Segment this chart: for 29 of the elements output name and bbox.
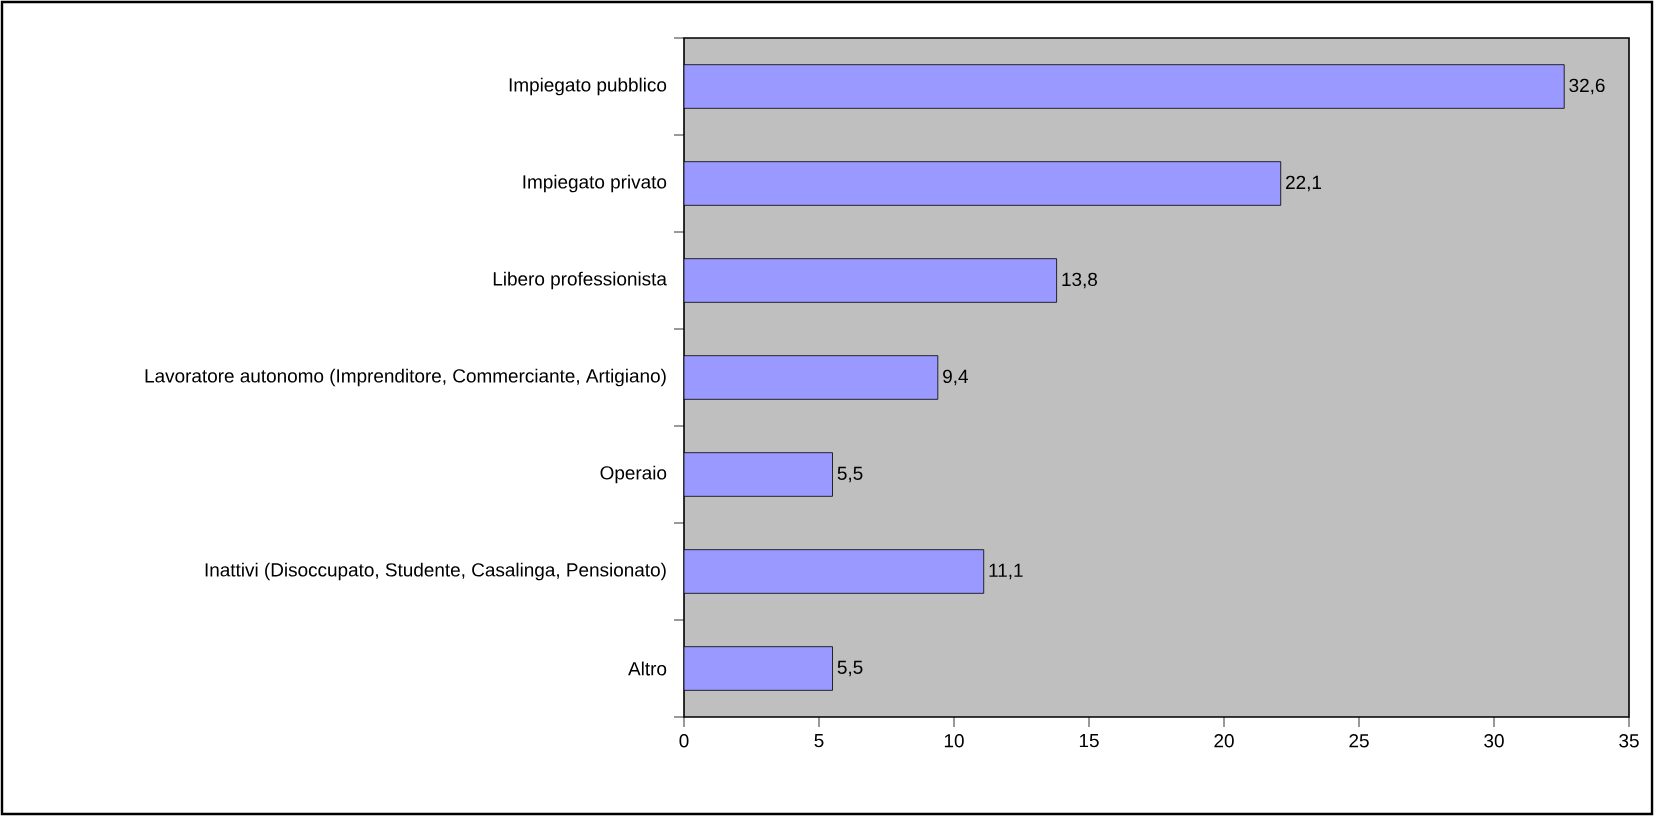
x-tick-label: 20	[1214, 734, 1234, 748]
x-tick-label: 35	[1619, 734, 1639, 748]
x-tick-label: 30	[1484, 734, 1504, 748]
y-tick-label: Lavoratore autonomo (Imprenditore, Commerciante, Artigiano)	[145, 368, 666, 387]
data-label: 5,5	[837, 466, 863, 483]
y-tick-label: Operaio	[600, 465, 667, 484]
y-tick-label: Altro	[628, 661, 667, 676]
y-tick-label: Inattivi (Disoccupato, Studente, Casalinga, Pensionato)	[205, 562, 666, 581]
data-label: 32,6	[1569, 78, 1605, 95]
bar	[684, 161, 1282, 206]
y-tick-label: Libero professionista	[493, 271, 667, 290]
bar	[684, 549, 985, 594]
x-tick-label: 0	[679, 734, 689, 748]
y-tick-label: Impiegato pubblico	[509, 77, 667, 96]
x-tick-label: 10	[944, 734, 964, 748]
data-label: 22,1	[1286, 175, 1322, 192]
x-tick-label: 5	[814, 734, 824, 748]
y-tick-label: Impiegato privato	[523, 174, 667, 193]
x-tick-label: 15	[1079, 734, 1099, 748]
data-label: 11,1	[989, 563, 1023, 580]
data-label: 9,4	[943, 369, 968, 386]
bar	[684, 646, 833, 691]
x-tick-label: 25	[1349, 734, 1369, 748]
bar	[684, 355, 939, 400]
bar	[684, 452, 833, 497]
bar	[684, 64, 1565, 109]
data-label: 13,8	[1062, 272, 1098, 289]
bar	[684, 258, 1057, 303]
data-label: 5,5	[837, 660, 863, 677]
